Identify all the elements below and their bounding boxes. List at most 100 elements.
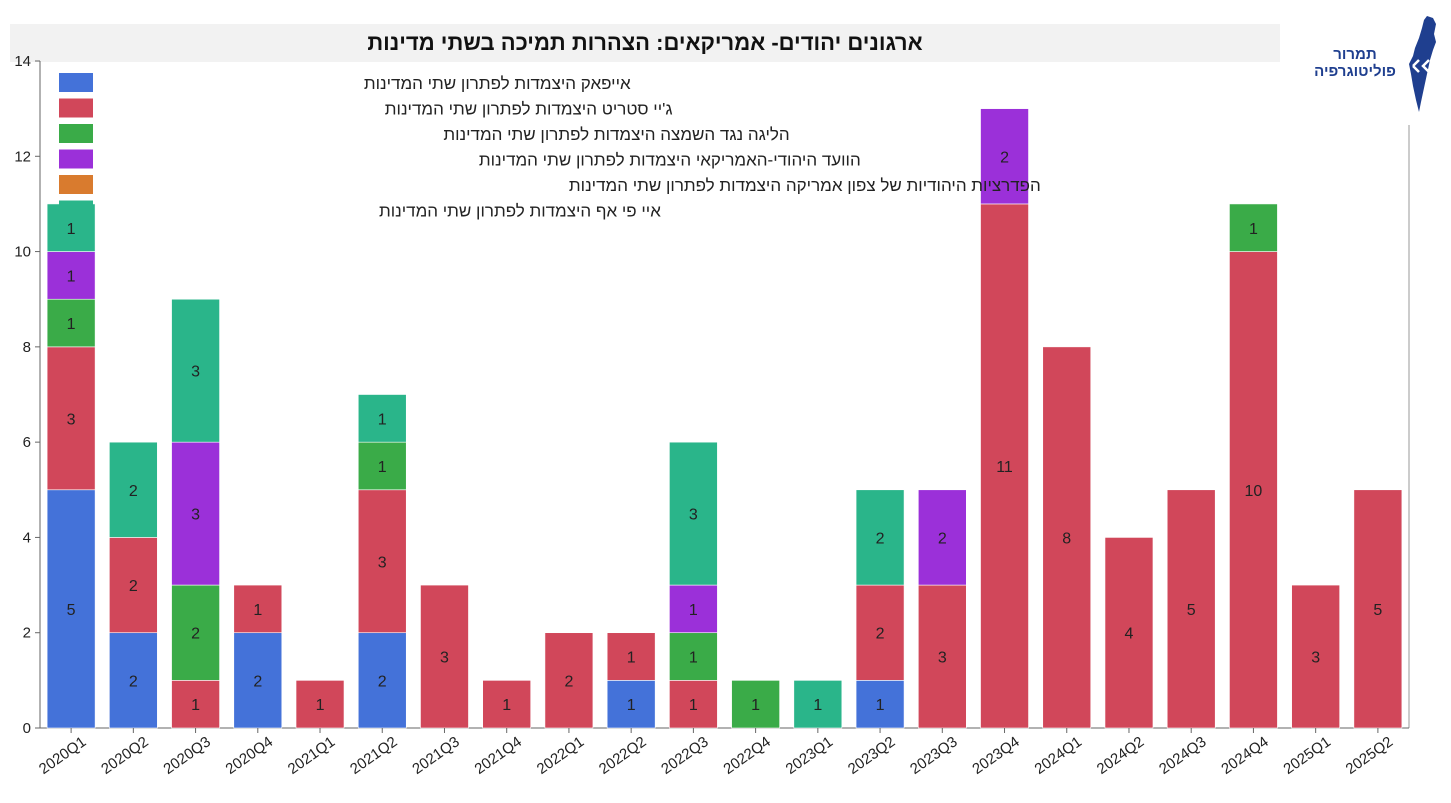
- bar-value-label: 2: [378, 673, 387, 690]
- y-tick-label: 10: [14, 244, 31, 261]
- bar-value-label: 1: [689, 602, 698, 619]
- bar-segment: [669, 632, 718, 681]
- bar-segment: [46, 346, 96, 491]
- bar-value-label: 1: [689, 650, 698, 667]
- bar-segment: [233, 584, 283, 634]
- bar-value-label: 8: [1062, 530, 1071, 547]
- bar-segment: [171, 584, 220, 681]
- bar-value-label: 3: [67, 411, 76, 428]
- bar-value-label: 2: [129, 483, 138, 500]
- bar-segment: [233, 632, 283, 729]
- legend-label: אייפאק היצמדות לפתרון שתי המדינות: [364, 74, 631, 93]
- bar-value-label: 2: [191, 626, 200, 643]
- bar-segment: [1291, 584, 1340, 729]
- bar-segment: [1166, 489, 1216, 729]
- x-tick-label: 2024Q1: [1032, 733, 1085, 778]
- logo-text: תמרור פוליטוגרפיה: [1305, 46, 1405, 80]
- bar-segment: [855, 584, 905, 681]
- legend-swatch: [59, 98, 93, 118]
- bar-segment: [357, 489, 407, 634]
- legend-swatch: [59, 149, 93, 169]
- bar-value-label: 2: [129, 673, 138, 690]
- x-tick-label: 2024Q3: [1156, 733, 1209, 778]
- bar-segment: [46, 251, 96, 300]
- bar-value-label: 5: [67, 602, 76, 619]
- x-tick-label: 2022Q1: [534, 733, 587, 778]
- bar-value-label: 1: [751, 697, 760, 714]
- bar-value-label: 3: [938, 650, 947, 667]
- bar-value-label: 3: [191, 507, 200, 524]
- bar-segment: [855, 680, 905, 729]
- x-tick-label: 2020Q2: [98, 733, 151, 778]
- bar-value-label: 3: [1311, 650, 1320, 667]
- bar-segment: [1104, 537, 1154, 729]
- x-tick-label: 2024Q2: [1094, 733, 1147, 778]
- bar-value-label: 11: [996, 459, 1013, 476]
- logo-line2: פוליטוגרפיה: [1314, 63, 1396, 80]
- y-tick-label: 2: [23, 625, 31, 642]
- bar-value-label: 4: [1125, 626, 1134, 643]
- bar-segment: [109, 632, 158, 729]
- bar-value-label: 3: [689, 507, 698, 524]
- bar-value-label: 1: [67, 316, 76, 333]
- x-tick-label: 2023Q4: [969, 733, 1022, 778]
- bar-segment: [731, 680, 780, 729]
- y-tick-label: 14: [14, 53, 31, 70]
- bar-segment: [46, 489, 96, 729]
- bar-segment: [357, 441, 407, 491]
- x-tick-label: 2023Q1: [783, 733, 836, 778]
- bar-value-label: 2: [129, 578, 138, 595]
- bar-segment: [669, 441, 718, 586]
- bar-segment: [1229, 203, 1278, 252]
- bar-segment: [606, 680, 656, 729]
- x-tick-label: 2025Q1: [1280, 733, 1333, 778]
- x-tick-label: 2020Q3: [160, 733, 213, 778]
- x-tick-label: 2020Q1: [36, 733, 89, 778]
- y-tick-label: 0: [23, 720, 31, 737]
- bar-segment: [793, 680, 843, 729]
- logo-line1: תמרור: [1333, 46, 1377, 63]
- x-tick-label: 2022Q2: [596, 733, 649, 778]
- bar-segment: [109, 537, 158, 634]
- bar-segment: [109, 441, 158, 538]
- legend-label: הליגה נגד השמצה היצמדות לפתרון שתי המדינ…: [443, 125, 789, 144]
- logo: תמרור פוליטוגרפיה: [1305, 14, 1445, 114]
- bar-value-label: 1: [378, 411, 387, 428]
- bar-segment: [295, 680, 345, 729]
- bar-segment: [357, 632, 407, 729]
- bar-segment: [855, 489, 905, 586]
- y-tick-label: 12: [14, 148, 31, 165]
- legend-label: ג'יי סטריט היצמדות לפתרון שתי המדינות: [385, 100, 673, 119]
- bar-segment: [171, 680, 220, 729]
- bar-value-label: 2: [253, 673, 262, 690]
- x-tick-label: 2023Q3: [907, 733, 960, 778]
- legend-label: הפדרציות היהודיות של צפון אמריקה היצמדות…: [569, 176, 1041, 195]
- bar-segment: [357, 394, 407, 443]
- bar-value-label: 2: [876, 530, 885, 547]
- bar-value-label: 2: [938, 530, 947, 547]
- bar-value-label: 5: [1187, 602, 1196, 619]
- bar-value-label: 1: [689, 697, 698, 714]
- bar-segment: [482, 680, 532, 729]
- bar-segment: [46, 298, 96, 348]
- israel-map-icon: [1409, 16, 1436, 112]
- bar-value-label: 1: [813, 697, 822, 714]
- y-tick-label: 6: [23, 434, 31, 451]
- legend-swatch: [59, 124, 93, 143]
- x-tick-label: 2022Q3: [658, 733, 711, 778]
- bar-segment: [980, 108, 1029, 205]
- bar-segment: [544, 632, 594, 729]
- y-tick-label: 4: [23, 529, 31, 546]
- x-tick-label: 2021Q4: [472, 733, 525, 778]
- bar-segment: [917, 489, 967, 586]
- bar-value-label: 3: [378, 554, 387, 571]
- bar-value-label: 2: [1000, 149, 1009, 166]
- x-tick-label: 2022Q4: [720, 733, 773, 778]
- bar-value-label: 1: [67, 221, 76, 238]
- bar-value-label: 1: [502, 697, 511, 714]
- bar-value-label: 3: [191, 364, 200, 381]
- bar-value-label: 1: [627, 697, 636, 714]
- bar-value-label: 1: [876, 697, 885, 714]
- legend-swatch: [59, 73, 93, 92]
